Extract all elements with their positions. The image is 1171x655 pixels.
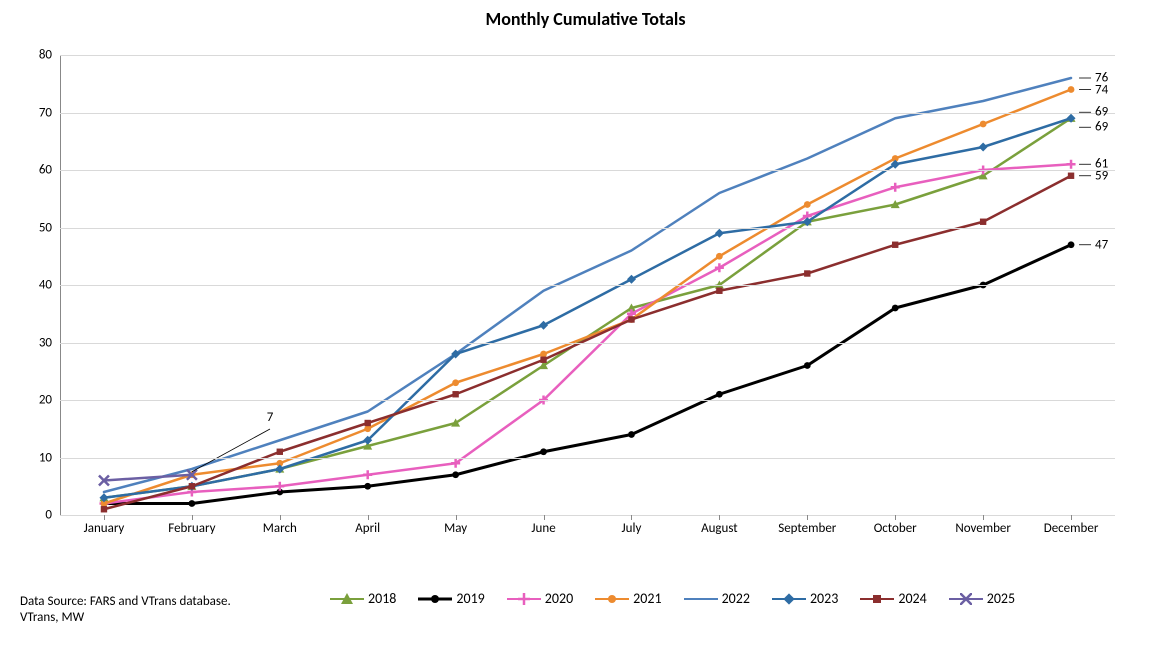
x-tick [807,515,808,520]
legend-item: 2025 [949,590,1015,607]
x-tick-label: February [168,521,215,536]
legend-label: 2018 [368,590,396,607]
legend-label: 2020 [545,590,573,607]
plot-area: 01020304050607080JanuaryFebruaryMarchApr… [60,55,1115,515]
x-tick [368,515,369,520]
legend-label: 2025 [987,590,1015,607]
y-tick-label: 10 [39,450,52,465]
gridline [60,515,1115,516]
gridline [60,228,1115,229]
gridline [60,343,1115,344]
legend-label: 2022 [722,590,750,607]
legend-item: 2018 [330,590,396,607]
x-tick-label: May [444,521,467,536]
gridline [60,170,1115,171]
series-end-label: 69 [1095,120,1108,135]
chart-title: Monthly Cumulative Totals [0,8,1171,30]
y-tick-label: 50 [39,220,52,235]
legend-item: 2021 [595,590,661,607]
series-end-label: 76 [1095,71,1108,86]
x-tick-label: January [84,521,125,536]
legend-label: 2021 [633,590,661,607]
legend-item: 2024 [860,590,926,607]
x-tick [1071,515,1072,520]
x-tick-label: August [701,521,738,536]
legend-label: 2023 [810,590,838,607]
x-tick-label: November [955,521,1011,536]
legend-item: 2022 [684,590,750,607]
y-tick-label: 80 [39,48,52,63]
x-tick [192,515,193,520]
legend-item: 2020 [507,590,573,607]
y-tick-label: 0 [45,508,52,523]
x-tick-label: October [874,521,917,536]
legend: 2018 2019 2020 2021 2022 2023 2024 2025 [330,590,1015,607]
legend-label: 2019 [456,590,484,607]
x-tick [104,515,105,520]
x-tick [631,515,632,520]
x-tick-label: December [1044,521,1099,536]
gridline [60,285,1115,286]
x-tick [983,515,984,520]
gridline [60,55,1115,56]
x-tick-label: April [355,521,380,536]
legend-label: 2024 [898,590,926,607]
gridline [60,458,1115,459]
y-tick-label: 30 [39,335,52,350]
footer-line1: Data Source: FARS and VTrans database. [20,594,231,610]
x-tick [895,515,896,520]
series-end-label: 69 [1095,105,1108,120]
footer-line2: VTrans, MW [20,610,231,626]
y-tick-label: 20 [39,393,52,408]
x-tick-label: March [263,521,297,536]
x-tick-label: September [778,521,836,536]
x-tick-label: June [531,521,555,536]
x-tick [719,515,720,520]
legend-item: 2019 [418,590,484,607]
x-tick [280,515,281,520]
y-tick-label: 70 [39,105,52,120]
annotation-label: 7 [267,410,274,425]
legend-item: 2023 [772,590,838,607]
gridline [60,113,1115,114]
series-end-label: 59 [1095,168,1108,183]
x-tick [456,515,457,520]
y-tick-label: 60 [39,163,52,178]
x-tick [544,515,545,520]
x-tick-label: July [622,521,642,536]
gridline [60,400,1115,401]
data-source-footer: Data Source: FARS and VTrans database. V… [20,594,231,627]
y-tick-label: 40 [39,278,52,293]
series-end-label: 47 [1095,237,1108,252]
